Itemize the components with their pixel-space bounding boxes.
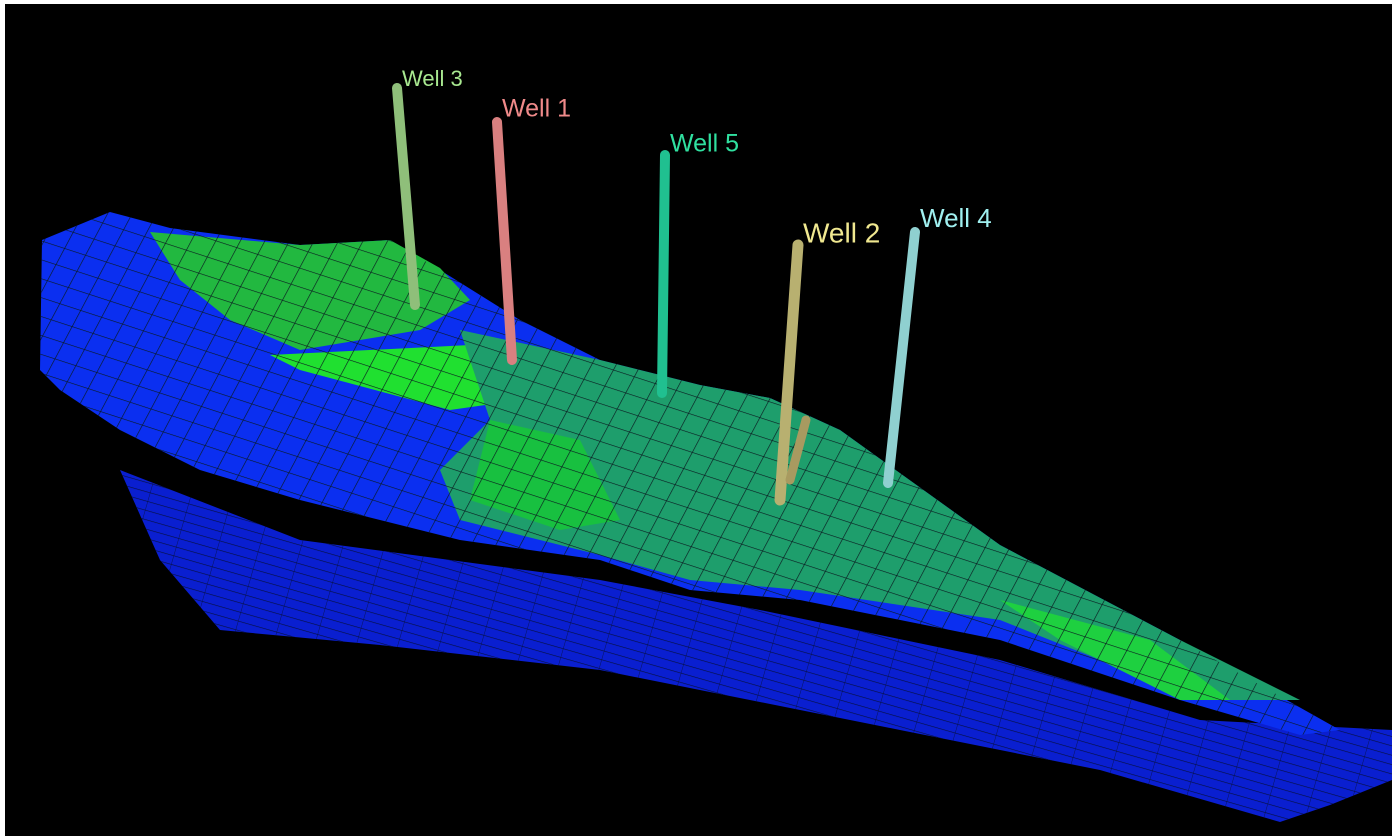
well-bore [883,227,920,488]
lower-body-grid [120,470,1392,822]
well-bore [492,117,517,365]
well-label: Well 4 [920,203,992,233]
well-label: Well 2 [803,217,880,248]
well-bore [785,415,811,485]
well-bore [774,239,804,506]
well-label: Well 1 [502,95,571,123]
reservoir-model [40,212,1392,822]
well-labels: Well 3 Well 1 Well 5 Well 2 Well 4 [402,66,992,249]
well-label: Well 5 [670,130,739,158]
well-bore [392,83,420,310]
surface-grid [40,212,1340,735]
well-label: Well 3 [402,66,463,91]
well-bore [657,150,670,398]
wells [392,83,920,506]
